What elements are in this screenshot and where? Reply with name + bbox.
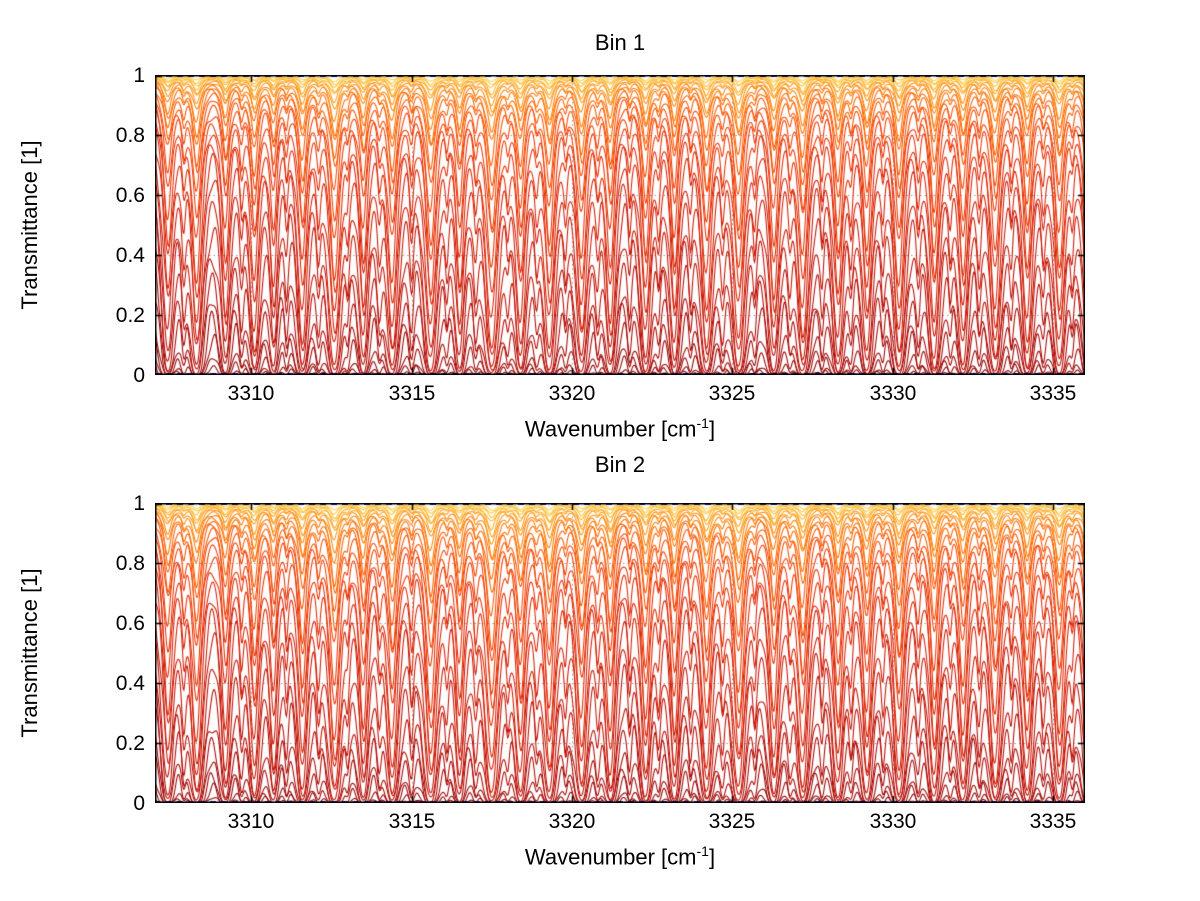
plot1-spectra-canvas — [155, 75, 1085, 375]
plot1-xlabel-superscript: -1 — [696, 415, 709, 431]
plot1-x-axis-label: Wavenumber [cm-1] — [155, 415, 1085, 442]
plot2-xtick-3330: 3330 — [869, 810, 917, 833]
plot1-xtick-3310: 3310 — [227, 382, 275, 405]
plot2-title: Bin 2 — [594, 452, 646, 477]
plot1-ytick-0.4: 0.4 — [115, 244, 145, 267]
plot1-ytick-0.6: 0.6 — [115, 184, 145, 207]
plot2-ytick-0: 0 — [133, 792, 145, 815]
plot2-y-axis-label: Transmittance [1] — [17, 568, 42, 738]
plot2-xlabel-main: Wavenumber [cm — [524, 844, 697, 870]
plot1-ytick-0: 0 — [133, 364, 145, 387]
plot1-xtick-3320: 3320 — [548, 382, 596, 405]
plot2-xtick-3335: 3335 — [1029, 810, 1077, 833]
plot2-ytick-0.6: 0.6 — [115, 612, 145, 635]
plot2-ytick-0.8: 0.8 — [115, 552, 145, 575]
plot1-title: Bin 1 — [594, 30, 646, 55]
plot1-y-axis-label: Transmittance [1] — [17, 140, 42, 310]
plot1-xlabel-close: ] — [708, 416, 716, 442]
plot2-ytick-0.4: 0.4 — [115, 672, 145, 695]
plot2-spectra-canvas — [155, 503, 1085, 803]
plot2-xtick-3325: 3325 — [708, 810, 756, 833]
plot2-ytick-0.2: 0.2 — [115, 732, 145, 755]
plot1-xtick-3330: 3330 — [869, 382, 917, 405]
plot1-ytick-1: 1 — [133, 64, 145, 87]
plot1-xtick-3335: 3335 — [1029, 382, 1077, 405]
plot2-x-axis-label: Wavenumber [cm-1] — [155, 843, 1085, 870]
plot1-ytick-0.2: 0.2 — [115, 304, 145, 327]
plot2-xtick-3310: 3310 — [227, 810, 275, 833]
plot2-xlabel-superscript: -1 — [696, 843, 709, 859]
plot1-xtick-3325: 3325 — [708, 382, 756, 405]
plot2-xlabel-close: ] — [708, 844, 716, 870]
plot2-ytick-1: 1 — [133, 492, 145, 515]
plot1-xlabel-main: Wavenumber [cm — [524, 416, 697, 442]
plot1-xtick-3315: 3315 — [388, 382, 436, 405]
plot2-xtick-3315: 3315 — [388, 810, 436, 833]
plot1-ytick-0.8: 0.8 — [115, 124, 145, 147]
plot2-xtick-3320: 3320 — [548, 810, 596, 833]
